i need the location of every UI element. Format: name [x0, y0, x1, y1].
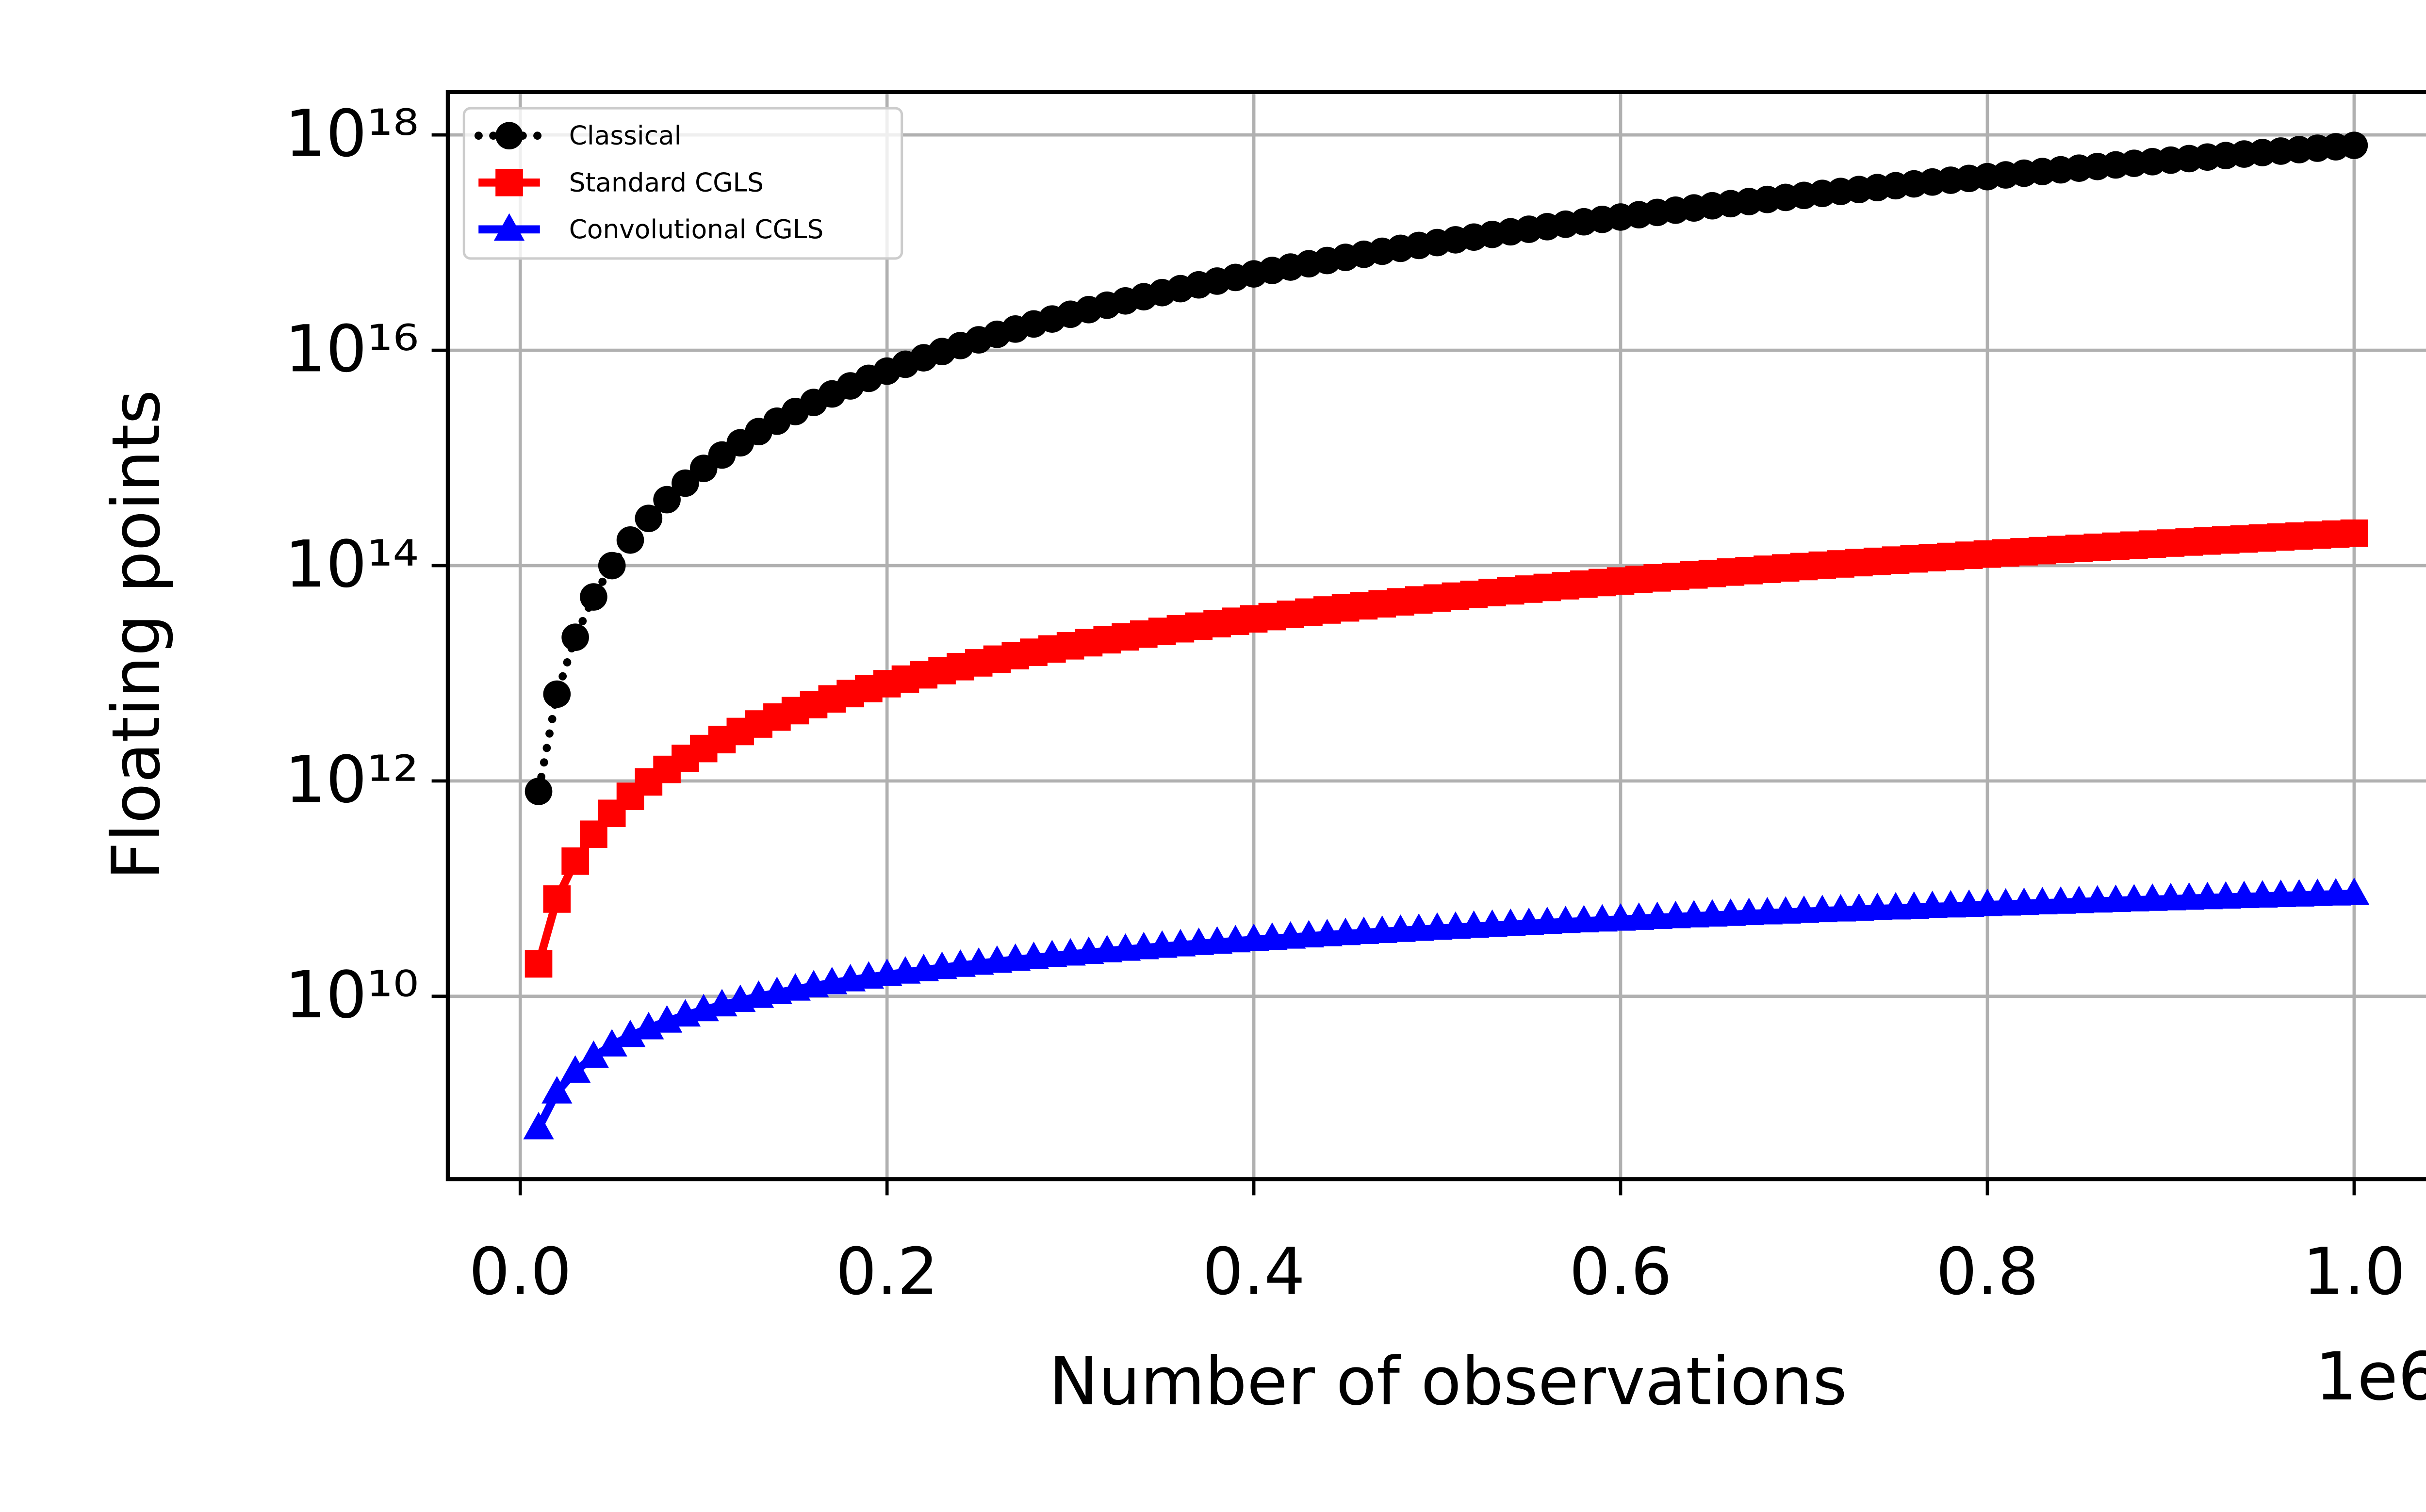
y-tick-label: 10¹⁰ — [285, 958, 419, 1033]
marker — [615, 1020, 646, 1047]
marker — [543, 885, 571, 913]
marker — [523, 1112, 554, 1139]
marker — [525, 778, 553, 805]
y-tick-label: 10¹⁴ — [285, 527, 419, 602]
marker — [672, 469, 699, 497]
y-tick-label: 10¹⁸ — [285, 96, 419, 171]
legend-label: Standard CGLS — [569, 167, 764, 197]
ticks: 0.0 0.2 0.4 0.6 0.8 1.0 10¹⁰ 10¹² 10¹⁴ 10¹⁶ 10¹⁸ — [285, 96, 2406, 1309]
marker — [596, 1029, 627, 1057]
x-axis-label: Number of observations — [1049, 1343, 1847, 1420]
x-offset-label: 1e6 — [2315, 1338, 2426, 1415]
marker — [578, 1040, 609, 1068]
marker — [653, 486, 681, 514]
x-tick-label: 0.4 — [1202, 1234, 1305, 1309]
marker — [559, 1055, 591, 1083]
x-tick-label: 1.0 — [2303, 1234, 2406, 1309]
legend-entry: Convolutional CGLS — [478, 213, 823, 244]
x-tick-label: 0.0 — [469, 1234, 572, 1309]
y-axis-label: Floating points — [98, 390, 175, 880]
marker — [495, 122, 523, 150]
marker — [493, 213, 525, 241]
marker — [598, 552, 626, 580]
marker — [561, 623, 589, 651]
marker — [635, 504, 663, 533]
legend-label: Classical — [569, 121, 682, 151]
legend-label: Convolutional CGLS — [569, 214, 824, 244]
legend-entry: Classical — [474, 121, 682, 151]
x-tick-label: 0.2 — [836, 1234, 938, 1309]
x-tick-label: 0.8 — [1936, 1234, 2039, 1309]
legend-box — [462, 107, 903, 260]
marker — [543, 680, 571, 708]
legend: Classical Standard CGLS Convolutional CGLS — [462, 107, 903, 260]
marker — [525, 950, 553, 978]
marker — [2339, 878, 2370, 905]
marker — [561, 847, 589, 875]
marker — [495, 168, 523, 196]
y-tick-label: 10¹² — [285, 742, 419, 817]
marker — [2340, 519, 2368, 547]
axes-frame — [445, 90, 2426, 1182]
marker — [580, 583, 607, 611]
marker — [541, 1076, 573, 1104]
legend-entry: Standard CGLS — [478, 167, 764, 197]
x-tick-label: 0.6 — [1569, 1234, 1672, 1309]
y-tick-label: 10¹⁶ — [285, 311, 419, 387]
marker — [616, 526, 644, 554]
marker — [2340, 131, 2368, 159]
plot-data — [523, 131, 2370, 1139]
